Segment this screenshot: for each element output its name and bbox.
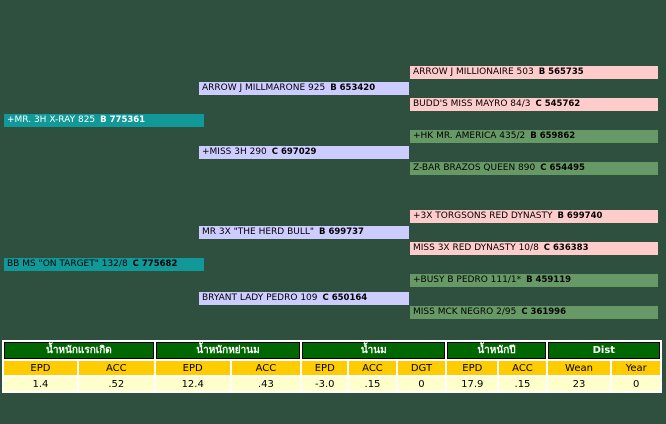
column-header: Wean: [547, 361, 611, 375]
column-header: ACC: [349, 361, 396, 375]
animal-name: MR 3X "THE HERD BULL": [202, 227, 315, 237]
pedigree-entry: Z-BAR BRAZOS QUEEN 890 C 654495: [410, 162, 658, 175]
value-cell: .52: [78, 377, 154, 391]
registration: C 775682: [132, 259, 178, 269]
pedigree-entry: BUDD'S MISS MAYRO 84/3 C 545762: [410, 98, 658, 111]
value-cell: 0: [397, 377, 446, 391]
registration: C 361996: [521, 307, 567, 317]
pedigree-entry: +HK MR. AMERICA 435/2 B 659862: [410, 130, 658, 143]
registration: B 699740: [557, 211, 603, 221]
animal-name: MISS 3X RED DYNASTY 10/8: [413, 243, 539, 253]
animal-name: +MR. 3H X-RAY 825: [7, 115, 96, 125]
registration: B 699737: [319, 227, 364, 237]
pedigree-entry: +3X TORGSONS RED DYNASTY B 699740: [410, 210, 658, 223]
pedigree-entry: BRYANT LADY PEDRO 109 C 650164: [199, 292, 409, 305]
value-cell: .15: [349, 377, 396, 391]
column-header: ACC: [231, 361, 301, 375]
pedigree-entry: ARROW J MILLMARONE 925 B 653420: [199, 82, 409, 95]
group-header: น้ำหนักปี: [447, 342, 546, 359]
group-header: น้ำนม: [302, 342, 446, 359]
animal-name: +3X TORGSONS RED DYNASTY: [413, 211, 553, 221]
animal-name: BRYANT LADY PEDRO 109: [202, 293, 318, 303]
column-header: Year: [612, 361, 660, 375]
group-header: น้ำหนักแรกเกิด: [4, 342, 154, 359]
value-cell: 1.4: [4, 377, 77, 391]
group-header: Dist: [547, 342, 660, 359]
column-row: EPD ACC EPD ACC EPD ACC DGT EPD ACC Wean Year: [4, 361, 660, 375]
column-header: ACC: [78, 361, 154, 375]
animal-name: +MISS 3H 290: [202, 147, 267, 157]
animal-name: MISS MCK NEGRO 2/95: [413, 307, 517, 317]
pedigree-entry: ARROW J MILLIONAIRE 503 B 565735: [410, 66, 658, 79]
epd-table: น้ำหนักแรกเกิด น้ำหนักหย่านม น้ำนม น้ำหนักป…: [2, 340, 662, 393]
group-row: น้ำหนักแรกเกิด น้ำหนักหย่านม น้ำนม น้ำหนักป…: [4, 342, 660, 359]
animal-name: +HK MR. AMERICA 435/2: [413, 131, 526, 141]
value-cell: .43: [231, 377, 301, 391]
animal-name: BUDD'S MISS MAYRO 84/3: [413, 99, 531, 109]
registration: C 697029: [271, 147, 317, 157]
registration: B 459119: [526, 275, 572, 285]
animal-name: ARROW J MILLIONAIRE 503: [413, 67, 534, 77]
pedigree-entry: +MR. 3H X-RAY 825 B 775361: [4, 114, 204, 127]
animal-name: Z-BAR BRAZOS QUEEN 890: [413, 163, 536, 173]
pedigree-entry: +BUSY B PEDRO 111/1* B 459119: [410, 274, 658, 287]
registration: C 545762: [535, 99, 581, 109]
value-cell: 12.4: [155, 377, 230, 391]
pedigree-entry: MR 3X "THE HERD BULL" B 699737: [199, 226, 409, 239]
column-header: EPD: [447, 361, 498, 375]
pedigree-entry: BB MS "ON TARGET" 132/8 C 775682: [4, 258, 204, 271]
value-cell: 23: [547, 377, 611, 391]
value-cell: 17.9: [447, 377, 498, 391]
pedigree-entry: MISS 3X RED DYNASTY 10/8 C 636383: [410, 242, 658, 255]
pedigree-entry: MISS MCK NEGRO 2/95 C 361996: [410, 306, 658, 319]
animal-name: +BUSY B PEDRO 111/1*: [413, 275, 522, 285]
registration: C 654495: [540, 163, 585, 173]
column-header: EPD: [4, 361, 77, 375]
registration: C 636383: [543, 243, 589, 253]
value-row: 1.4.52 12.4.43 -3.0.15 0 17.9.15 23 0: [4, 377, 660, 391]
registration: B 775361: [100, 115, 146, 125]
registration: C 650164: [322, 293, 368, 303]
registration: B 653420: [330, 83, 376, 93]
value-cell: -3.0: [302, 377, 348, 391]
value-cell: 0: [612, 377, 660, 391]
pedigree-entry: +MISS 3H 290 C 697029: [199, 146, 409, 159]
registration: B 565735: [538, 67, 584, 77]
column-header: DGT: [397, 361, 446, 375]
column-header: EPD: [302, 361, 348, 375]
column-header: EPD: [155, 361, 230, 375]
column-header: ACC: [499, 361, 546, 375]
animal-name: BB MS "ON TARGET" 132/8: [7, 259, 128, 269]
registration: B 659862: [530, 131, 576, 141]
animal-name: ARROW J MILLMARONE 925: [202, 83, 326, 93]
value-cell: .15: [499, 377, 546, 391]
group-header: น้ำหนักหย่านม: [155, 342, 301, 359]
